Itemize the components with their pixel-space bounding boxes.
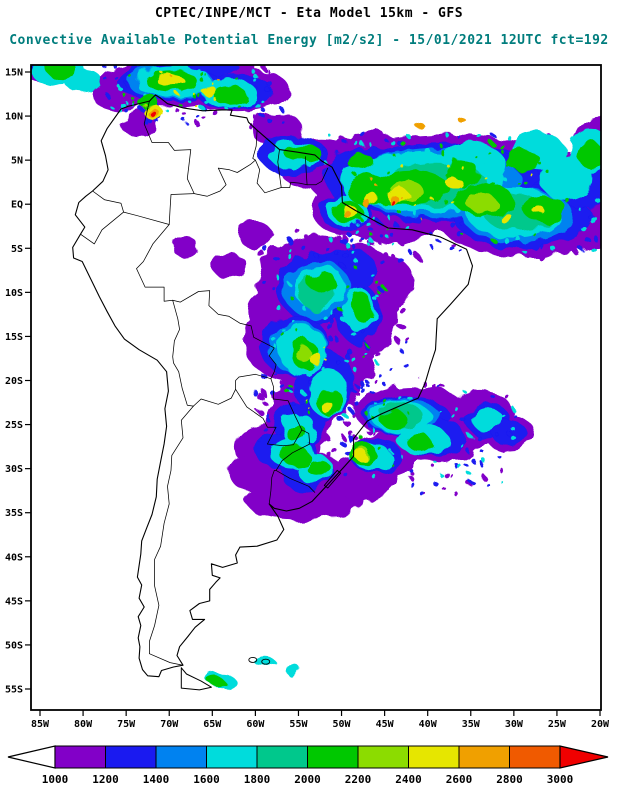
tierra-del-fuego-outline [180, 667, 212, 691]
colorbar: 1000 1200 1400 1600 1800 2000 2200 2400 2600 2800… [7, 745, 609, 786]
colorbar-segment [458, 745, 510, 769]
colorbar-segment [509, 745, 561, 769]
lat-label: 15S [5, 332, 23, 343]
lat-label: 20S [5, 376, 23, 387]
country-border [193, 373, 272, 407]
colorbar-segment [307, 745, 359, 769]
country-border [172, 299, 194, 407]
page-title: CPTEC/INPE/MCT - Eta Model 15km - GFS [154, 6, 464, 21]
lon-label: 50W [333, 719, 352, 730]
colorbar-segment [357, 745, 409, 769]
country-border [252, 129, 258, 161]
country-border [136, 224, 277, 400]
colorbar-segment [408, 745, 460, 769]
lon-label: 30W [505, 719, 524, 730]
lagoa-dos-patos-outline [323, 469, 342, 489]
country-border [235, 388, 277, 445]
colorbar-segment [155, 745, 207, 769]
lon-label: 55W [289, 719, 308, 730]
colorbar-segment [105, 745, 157, 769]
country-border [277, 149, 282, 188]
map-frame [30, 64, 602, 711]
lat-label: 5S [11, 244, 23, 255]
country-border [168, 193, 195, 225]
country-border [305, 156, 308, 186]
page-subtitle: Convective Available Potential Energy [m… [9, 33, 609, 48]
country-border [143, 100, 195, 194]
lon-label: 45W [376, 719, 395, 730]
lat-label: 25S [5, 420, 23, 431]
lon-label: 35W [462, 719, 481, 730]
colorbar-label: 2000 [294, 773, 321, 786]
country-border [193, 159, 329, 197]
country-border [267, 429, 303, 447]
map-canvas: 15N 10N 5N EQ 5S 10S 15S 20S 25S 30S 35S 40S 45S 50S 5… [5, 64, 610, 731]
colorbar-segment [256, 745, 308, 769]
colorbar-segment [54, 745, 106, 769]
lon-label: 40W [419, 719, 438, 730]
country-border [268, 470, 277, 505]
country-border [273, 398, 316, 493]
colorbar-label: 2600 [446, 773, 473, 786]
colorbar-below-min-arrow [7, 745, 56, 769]
colorbar-label: 2200 [345, 773, 372, 786]
colorbar-label: 1400 [143, 773, 170, 786]
lon-label: 75W [117, 719, 136, 730]
lat-label: 35S [5, 508, 23, 519]
lat-label: 15N [5, 68, 23, 79]
lat-label: 50S [5, 640, 23, 651]
lat-label: 55S [5, 685, 23, 696]
lat-label: 30S [5, 464, 23, 475]
lon-label: 25W [548, 719, 567, 730]
lon-label: 70W [160, 719, 179, 730]
lon-label: 20W [591, 719, 610, 730]
lon-label: 85W [31, 719, 50, 730]
lat-label: 45S [5, 596, 23, 607]
cape-field [31, 65, 601, 688]
lat-label: 40S [5, 552, 23, 563]
colorbar-label: 2800 [496, 773, 523, 786]
lon-label: 65W [203, 719, 222, 730]
colorbar-segment [206, 745, 258, 769]
lat-label: EQ [11, 200, 23, 211]
colorbar-label: 1600 [193, 773, 220, 786]
country-border [80, 211, 124, 245]
colorbar-label: 1800 [244, 773, 271, 786]
country-border [92, 190, 170, 225]
falkland-west-outline [248, 656, 258, 663]
axis-labels: 15N 10N 5N EQ 5S 10S 15S 20S 25S 30S 35S 40S 45S 50S 5… [5, 68, 610, 731]
lon-label: 80W [74, 719, 93, 730]
colorbar-label: 1200 [92, 773, 119, 786]
coastline-borders [72, 94, 474, 691]
coastline [72, 94, 474, 678]
colorbar-label: 1000 [42, 773, 69, 786]
colorbar-above-max-arrow [559, 745, 609, 769]
colorbar-label: 2400 [395, 773, 422, 786]
colorbar-label: 3000 [547, 773, 574, 786]
lat-label: 5N [11, 156, 23, 167]
lat-label: 10S [5, 288, 23, 299]
country-border [149, 405, 194, 666]
lat-label: 10N [5, 112, 23, 123]
falkland-east-outline [261, 658, 271, 665]
lon-label: 60W [246, 719, 265, 730]
